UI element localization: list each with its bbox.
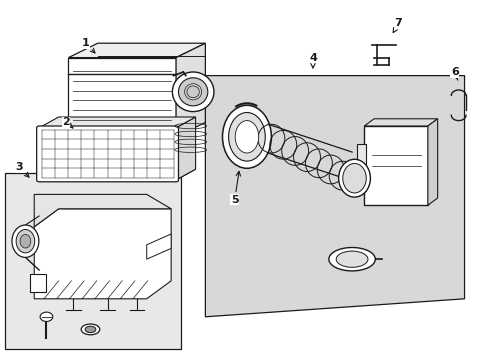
Ellipse shape bbox=[336, 251, 367, 267]
Polygon shape bbox=[39, 117, 195, 128]
Polygon shape bbox=[39, 169, 195, 180]
Polygon shape bbox=[364, 126, 427, 205]
Polygon shape bbox=[68, 43, 205, 58]
Text: 3: 3 bbox=[16, 162, 29, 177]
Ellipse shape bbox=[85, 326, 96, 333]
Circle shape bbox=[40, 312, 53, 321]
FancyBboxPatch shape bbox=[37, 126, 178, 182]
Text: 5: 5 bbox=[230, 171, 240, 205]
Polygon shape bbox=[176, 117, 195, 180]
Ellipse shape bbox=[228, 112, 265, 161]
Ellipse shape bbox=[222, 105, 271, 168]
Text: 2: 2 bbox=[62, 117, 73, 128]
Polygon shape bbox=[205, 76, 464, 317]
FancyBboxPatch shape bbox=[5, 173, 181, 349]
Polygon shape bbox=[68, 58, 176, 137]
Polygon shape bbox=[176, 43, 205, 137]
Text: 7: 7 bbox=[392, 18, 402, 32]
Ellipse shape bbox=[235, 121, 258, 153]
Polygon shape bbox=[30, 274, 46, 292]
Text: 1: 1 bbox=[81, 38, 95, 53]
Polygon shape bbox=[356, 144, 365, 191]
Ellipse shape bbox=[81, 324, 100, 335]
Text: 6: 6 bbox=[450, 67, 458, 80]
Ellipse shape bbox=[338, 159, 369, 197]
Ellipse shape bbox=[16, 230, 35, 253]
Ellipse shape bbox=[20, 234, 31, 248]
Ellipse shape bbox=[342, 163, 366, 193]
Ellipse shape bbox=[172, 72, 214, 112]
Ellipse shape bbox=[328, 248, 375, 271]
Polygon shape bbox=[364, 119, 437, 126]
Polygon shape bbox=[34, 209, 171, 299]
Polygon shape bbox=[34, 194, 171, 227]
Ellipse shape bbox=[178, 78, 207, 106]
Polygon shape bbox=[427, 119, 437, 205]
Ellipse shape bbox=[12, 225, 39, 257]
Polygon shape bbox=[146, 234, 171, 259]
Text: 4: 4 bbox=[308, 53, 316, 68]
